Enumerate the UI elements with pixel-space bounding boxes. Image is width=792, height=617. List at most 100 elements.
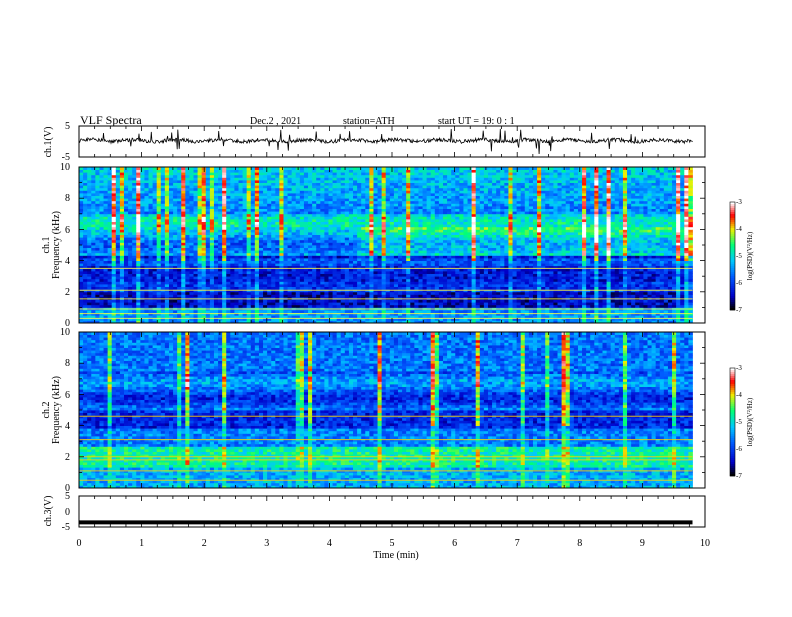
spectrogram-cell: [296, 235, 300, 238]
spectrogram-cell: [226, 203, 230, 206]
spectrogram-cell: [177, 211, 181, 214]
spectrogram-cell: [337, 211, 341, 214]
spectrogram-cell: [357, 175, 361, 178]
spectrogram-cell: [116, 276, 120, 279]
spectrogram-cell: [251, 183, 255, 186]
spectrogram-cell: [308, 232, 312, 235]
spectrogram-cell: [247, 245, 251, 248]
spectrogram-cell: [181, 261, 185, 264]
spectrogram-cell: [157, 250, 161, 253]
spectrogram-cell: [226, 188, 230, 191]
spectrogram-cell: [112, 224, 116, 227]
spectrogram-cell: [83, 255, 87, 258]
spectrogram-cell: [259, 261, 263, 264]
spectrogram-cell: [177, 216, 181, 219]
spectrogram-cell: [365, 170, 369, 173]
spectrogram-cell: [218, 203, 222, 206]
spectrogram-cell: [349, 193, 353, 196]
spectrogram-cell: [87, 219, 91, 222]
spectrogram-cell: [288, 232, 292, 235]
spectrogram-cell: [316, 229, 320, 232]
spectrogram-cell: [333, 302, 337, 305]
spectrogram-cell: [214, 279, 218, 282]
spectrogram-cell: [255, 216, 259, 219]
spectrogram-cell: [120, 203, 124, 206]
spectrogram-cell: [218, 229, 222, 232]
spectrogram-cell: [161, 274, 165, 277]
spectrogram-cell: [382, 185, 386, 188]
spectrogram-cell: [161, 237, 165, 240]
spectrogram-cell: [304, 276, 308, 279]
spectrogram-cell: [87, 292, 91, 295]
spectrogram-cell: [136, 276, 140, 279]
spectrogram-cell: [239, 292, 243, 295]
spectrogram-cell: [230, 198, 234, 201]
spectrogram-cell: [255, 183, 259, 186]
spectrogram-cell: [91, 242, 95, 245]
spectrogram-cell: [202, 211, 206, 214]
spectrogram-cell: [386, 193, 390, 196]
spectrogram-cell: [304, 229, 308, 232]
spectrogram-cell: [99, 315, 103, 318]
spectrogram-cell: [112, 183, 116, 186]
spectrogram-cell: [406, 206, 410, 209]
spectrogram-cell: [153, 255, 157, 258]
spectrogram-cell: [128, 284, 132, 287]
spectrogram-cell: [226, 198, 230, 201]
spectrogram-cell: [189, 219, 193, 222]
spectrogram-cell: [390, 300, 394, 303]
spectrogram-cell: [353, 302, 357, 305]
spectrogram-cell: [99, 224, 103, 227]
spectrogram-cell: [337, 253, 341, 256]
spectrogram-cell: [255, 287, 259, 290]
spectrogram-cell: [349, 245, 353, 248]
spectrogram-cell: [230, 232, 234, 235]
spectrogram-cell: [300, 271, 304, 274]
spectrogram-cell: [283, 201, 287, 204]
spectrogram-cell: [165, 175, 169, 178]
ch1-waveform-ylabel: ch.1(V): [43, 127, 54, 158]
spectrogram-cell: [185, 219, 189, 222]
spectrogram-cell: [104, 175, 108, 178]
spectrogram-cell: [279, 240, 283, 243]
spectrogram-cell: [104, 188, 108, 191]
spectrogram-cell: [124, 235, 128, 238]
spectrogram-cell: [390, 211, 394, 214]
spectrogram-cell: [361, 172, 365, 175]
spectrogram-cell: [369, 227, 373, 230]
spectrogram-cell: [324, 279, 328, 282]
spectrogram-cell: [283, 281, 287, 284]
spectrogram-cell: [210, 240, 214, 243]
spectrogram-cell: [283, 183, 287, 186]
spectrogram-cell: [132, 300, 136, 303]
spectrogram-cell: [353, 274, 357, 277]
spectrogram-cell: [214, 222, 218, 225]
spectrogram-cell: [153, 263, 157, 266]
spectrogram-cell: [288, 235, 292, 238]
spectrogram-cell: [83, 276, 87, 279]
spectrogram-cell: [91, 188, 95, 191]
spectrogram-cell: [87, 224, 91, 227]
spectrogram-cell: [149, 201, 153, 204]
spectrogram-cell: [218, 232, 222, 235]
spectrogram-cell: [124, 177, 128, 180]
spectrogram-cell: [263, 190, 267, 193]
spectrogram-cell: [382, 248, 386, 251]
spectrogram-cell: [149, 196, 153, 199]
spectrogram-cell: [165, 170, 169, 173]
spectrogram-cell: [398, 305, 402, 308]
spectrogram-cell: [394, 263, 398, 266]
spectrogram-cell: [194, 287, 198, 290]
spectrogram-cell: [91, 203, 95, 206]
spectrogram-cell: [189, 198, 193, 201]
spectrogram-cell: [292, 315, 296, 318]
spectrogram-cell: [177, 287, 181, 290]
spectrogram-cell: [198, 229, 202, 232]
spectrogram-cell: [361, 281, 365, 284]
spectrogram-cell: [300, 305, 304, 308]
spectrogram-cell: [239, 206, 243, 209]
spectrogram-cell: [308, 250, 312, 253]
spectrogram-cell: [259, 180, 263, 183]
spectrogram-cell: [247, 172, 251, 175]
spectrogram-cell: [353, 185, 357, 188]
